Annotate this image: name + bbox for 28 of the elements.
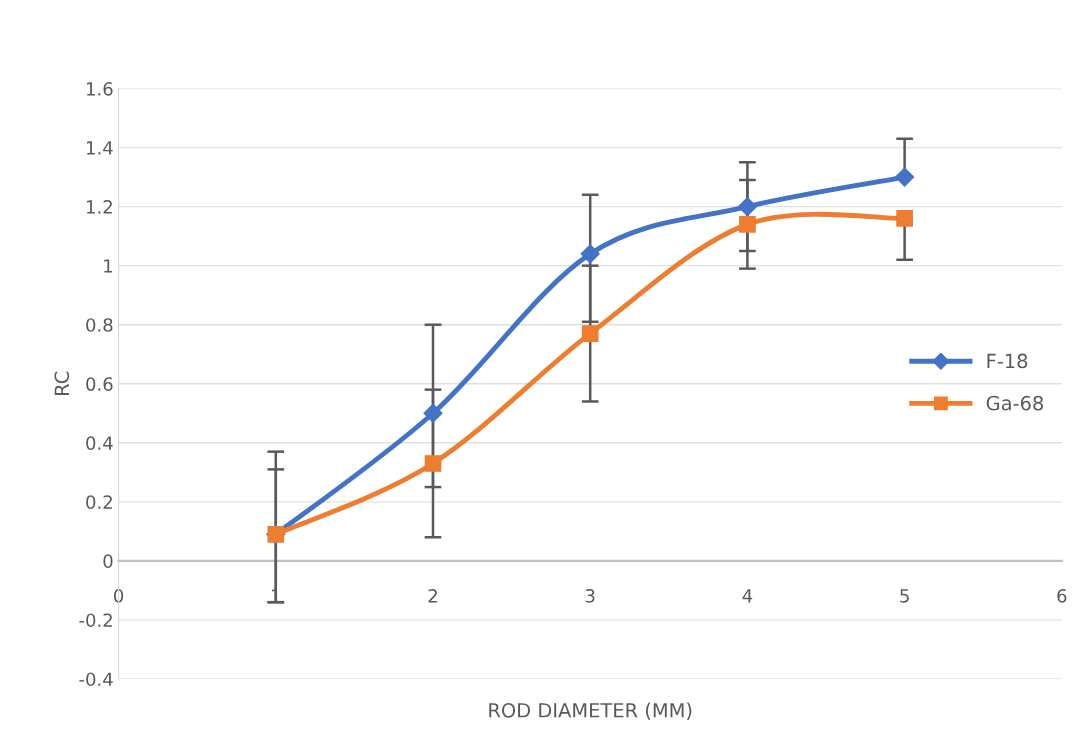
- y-tick-label: 0.2: [86, 495, 112, 509]
- point: [737, 197, 757, 217]
- y-tick-label: 0: [103, 554, 113, 568]
- x-tick-label: 3: [585, 588, 595, 603]
- y-tick-label: 1.6: [86, 82, 113, 96]
- point: [896, 210, 913, 227]
- y-tick-label: 1: [104, 259, 113, 273]
- y-tick-label: -0.4: [79, 672, 113, 687]
- x-axis-title: ROD DIAMETER (MM): [489, 702, 692, 720]
- point: [424, 455, 442, 472]
- point: [581, 325, 599, 342]
- y-axis-title: RC: [54, 371, 70, 395]
- point: [739, 216, 756, 233]
- y-tick-label: -0.2: [79, 613, 112, 628]
- y-tick-label: 1.4: [86, 141, 113, 155]
- y-tick-label: 0.4: [86, 436, 113, 450]
- x-tick-label: 5: [900, 589, 909, 603]
- legend-label: F-18: [987, 353, 1028, 369]
- y-tick-label: 0.6: [86, 377, 113, 391]
- point: [580, 244, 600, 264]
- x-tick-label: 2: [428, 588, 437, 603]
- x-tick-label: 6: [1057, 588, 1067, 603]
- point: [423, 403, 443, 423]
- y-tick-label: 1.2: [86, 200, 112, 214]
- y-tick-label: 0.8: [86, 318, 113, 332]
- point: [895, 167, 915, 187]
- legend-label: Ga-68: [986, 395, 1043, 411]
- x-tick-label: 4: [742, 589, 753, 603]
